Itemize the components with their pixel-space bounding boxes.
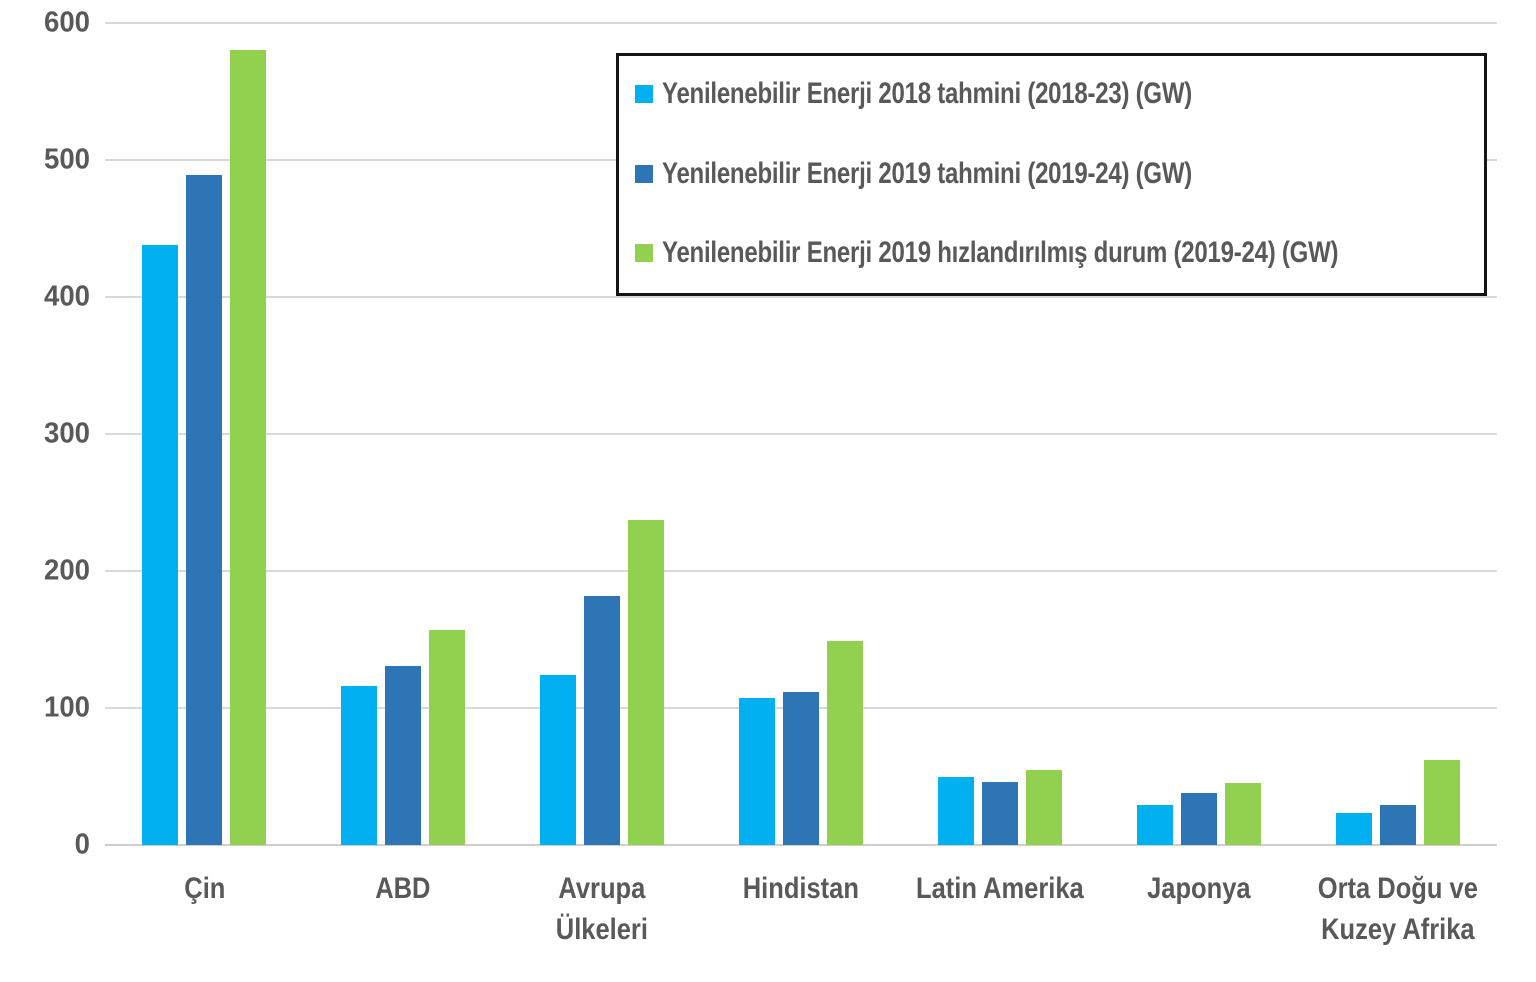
bar--in-series-1 bbox=[142, 244, 179, 845]
bar-avrupa-lkeleri-series-1 bbox=[540, 675, 577, 845]
x-category-label-latin-amerika: Latin Amerika bbox=[831, 868, 1169, 909]
legend-item-2: Yenilenebilir Enerji 2019 tahmini (2019-… bbox=[619, 154, 1484, 194]
x-category-label-abd: ABD bbox=[234, 868, 572, 909]
bar-orta-do-u-ve-kuzey-afrika-series-1 bbox=[1335, 813, 1372, 845]
legend-item-3: Yenilenebilir Enerji 2019 hızlandırılmış… bbox=[619, 233, 1484, 273]
x-category-label-line: Avrupa bbox=[558, 872, 646, 905]
bar-latin-amerika-series-3 bbox=[1025, 769, 1062, 845]
x-category-label-line: ABD bbox=[375, 872, 431, 905]
x-category-label-hindistan: Hindistan bbox=[632, 868, 970, 909]
legend-label: Yenilenebilir Enerji 2019 tahmini (2019-… bbox=[662, 156, 1192, 190]
y-tick-label-300: 300 bbox=[44, 417, 90, 450]
bar-latin-amerika-series-1 bbox=[937, 776, 974, 845]
bar-hindistan-series-3 bbox=[827, 640, 863, 845]
gridline-y-0 bbox=[105, 844, 1497, 846]
y-tick-label-600: 600 bbox=[44, 6, 90, 39]
gridline-y-300 bbox=[105, 433, 1497, 435]
legend-swatch-icon bbox=[635, 85, 653, 103]
bar-latin-amerika-series-2 bbox=[981, 781, 1018, 845]
gridline-y-600 bbox=[105, 22, 1497, 24]
gridline-y-400 bbox=[105, 296, 1497, 298]
bar-abd-series-3 bbox=[429, 629, 466, 845]
x-category-label-line: Orta Doğu ve bbox=[1317, 872, 1478, 905]
x-category-label-line: Kuzey Afrika bbox=[1320, 913, 1475, 946]
y-tick-label-400: 400 bbox=[44, 280, 90, 313]
legend-label: Yenilenebilir Enerji 2019 hızlandırılmış… bbox=[662, 236, 1339, 269]
y-tick-label-0: 0 bbox=[74, 828, 90, 861]
bar-hindistan-series-1 bbox=[739, 698, 775, 845]
bar-hindistan-series-2 bbox=[783, 691, 819, 845]
bar-orta-do-u-ve-kuzey-afrika-series-3 bbox=[1423, 760, 1460, 845]
x-category-label-line: Japonya bbox=[1146, 872, 1251, 905]
bar-abd-series-1 bbox=[341, 686, 378, 845]
bar-avrupa-lkeleri-series-2 bbox=[584, 595, 621, 845]
gridline-y-200 bbox=[105, 570, 1497, 572]
x-category-label-japonya: Japonya bbox=[1030, 868, 1368, 909]
legend-swatch-icon bbox=[635, 244, 653, 262]
y-tick-label-200: 200 bbox=[44, 554, 90, 587]
bar-orta-do-u-ve-kuzey-afrika-series-2 bbox=[1379, 805, 1416, 845]
x-category-label-line: Ülkeleri bbox=[556, 913, 649, 946]
bar--in-series-2 bbox=[186, 175, 223, 845]
x-category-label--in: Çin bbox=[35, 868, 373, 909]
bar-avrupa-lkeleri-series-3 bbox=[628, 520, 665, 845]
x-category-label-avrupa-lkeleri: Avrupa Ülkeleri bbox=[433, 868, 771, 950]
legend-label: Yenilenebilir Enerji 2018 tahmini (2018-… bbox=[662, 77, 1192, 110]
x-category-label-line: Çin bbox=[183, 872, 225, 905]
bar--in-series-3 bbox=[230, 50, 267, 845]
bar-japonya-series-3 bbox=[1224, 783, 1261, 845]
bar-japonya-series-2 bbox=[1180, 792, 1217, 845]
legend-swatch-icon bbox=[635, 164, 653, 183]
x-category-label-line: Latin Amerika bbox=[916, 872, 1084, 905]
legend-item-1: Yenilenebilir Enerji 2018 tahmini (2018-… bbox=[619, 74, 1484, 114]
x-category-label-orta-do-u-ve-kuzey-afrika: Orta Doğu ve Kuzey Afrika bbox=[1229, 868, 1536, 950]
x-category-label-line: Hindistan bbox=[742, 872, 860, 905]
y-tick-label-500: 500 bbox=[44, 143, 90, 176]
bar-abd-series-2 bbox=[385, 665, 422, 845]
y-tick-label-100: 100 bbox=[44, 691, 90, 724]
legend: Yenilenebilir Enerji 2018 tahmini (2018-… bbox=[616, 53, 1487, 296]
bar-japonya-series-1 bbox=[1136, 805, 1173, 845]
